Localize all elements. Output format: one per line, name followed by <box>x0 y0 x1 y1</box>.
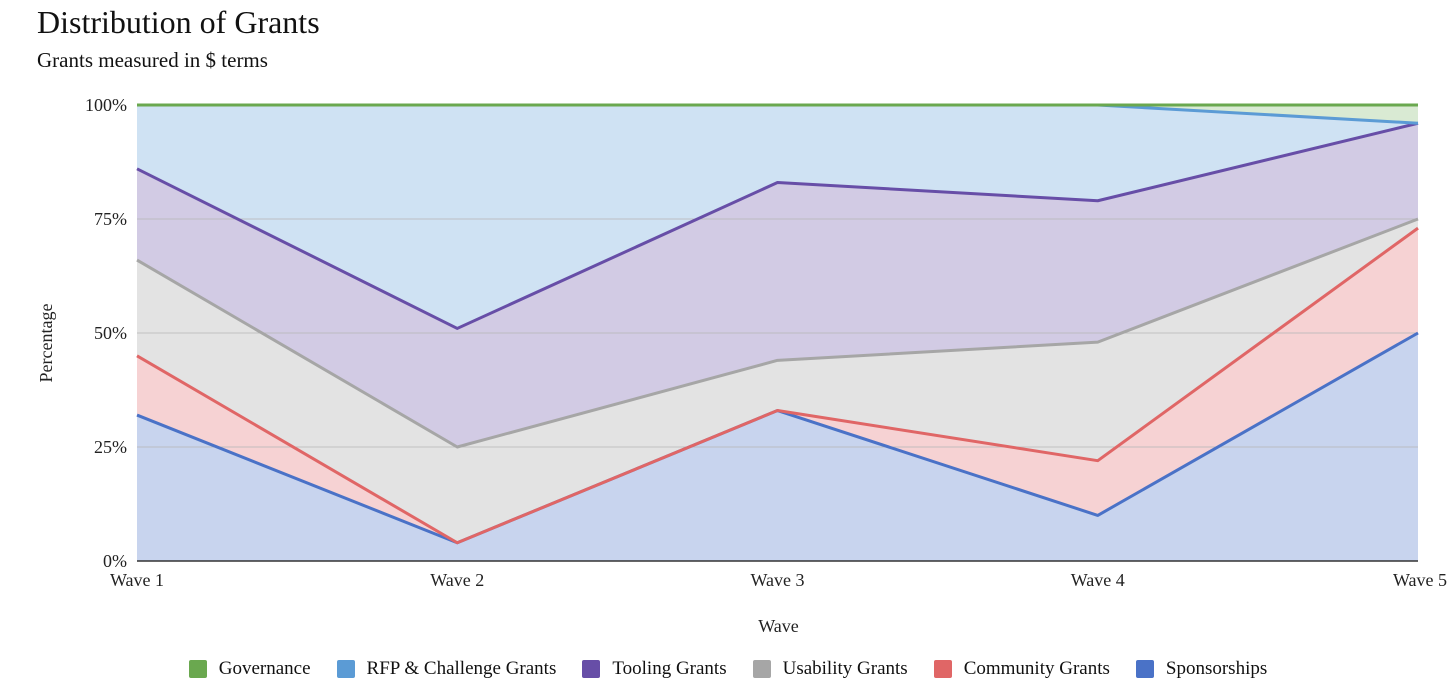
line-tooling-grants <box>136 121 1419 330</box>
legend-swatch <box>933 660 952 678</box>
legend-label: Community Grants <box>963 658 1110 679</box>
legend-swatch <box>1135 660 1154 678</box>
legend-item-community-grants[interactable]: Community Grants <box>933 656 1110 682</box>
x-axis-title: Wave <box>758 616 799 636</box>
legend-item-rfp-challenge-grants[interactable]: RFP & Challenge Grants <box>336 656 557 682</box>
chart-title: Distribution of Grants <box>37 4 320 40</box>
x-tick-label: Wave 3 <box>750 570 804 590</box>
legend-swatch <box>752 660 771 678</box>
x-tick-label: Wave 4 <box>1071 570 1125 590</box>
x-tick-label: Wave 5 <box>1393 570 1447 590</box>
area-governance <box>137 105 1418 124</box>
legend-swatch <box>336 660 355 678</box>
line-usability-grants <box>136 217 1419 449</box>
y-tick-label: 0% <box>103 551 127 571</box>
legend-swatch <box>582 660 601 678</box>
legend-label: RFP & Challenge Grants <box>366 658 557 679</box>
y-tick-label: 75% <box>94 209 127 229</box>
x-tick-label: Wave 1 <box>110 570 164 590</box>
y-tick-label: 25% <box>94 437 127 457</box>
area-rfp-challenge-grants <box>137 105 1418 329</box>
legend-item-governance[interactable]: Governance <box>188 656 311 682</box>
y-tick-label: 50% <box>94 323 127 343</box>
area-usability-grants <box>137 219 1418 543</box>
legend-label: Usability Grants <box>782 658 908 679</box>
legend-label: Sponsorships <box>1165 658 1268 679</box>
y-axis-title: Percentage <box>36 304 56 383</box>
area-tooling-grants <box>137 123 1418 448</box>
legend-item-usability-grants[interactable]: Usability Grants <box>752 656 908 682</box>
legend-item-tooling-grants[interactable]: Tooling Grants <box>582 656 727 682</box>
chart-legend: Governance RFP & Challenge Grants Tooling … <box>0 656 1456 682</box>
chart-subtitle: Grants measured in $ terms <box>37 48 268 72</box>
legend-label: Governance <box>218 658 311 679</box>
legend-item-sponsorships[interactable]: Sponsorships <box>1135 656 1268 682</box>
legend-label: Tooling Grants <box>612 658 727 679</box>
line-community-grants <box>136 226 1419 545</box>
x-tick-label: Wave 2 <box>430 570 484 590</box>
legend-swatch <box>188 660 207 678</box>
area-community-grants <box>137 228 1418 543</box>
y-tick-label: 100% <box>85 95 127 115</box>
